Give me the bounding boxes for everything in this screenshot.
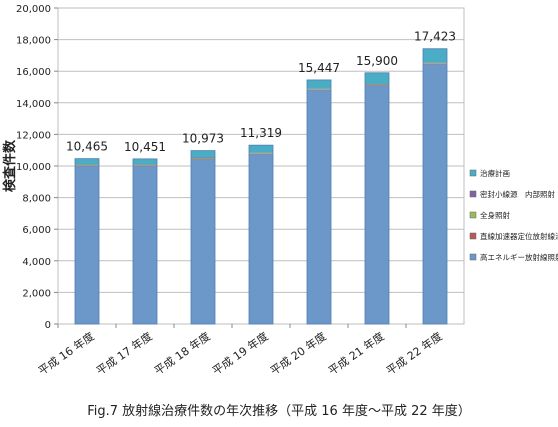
x-tick-label: 平成 17 年度 <box>93 329 154 378</box>
y-tick-label: 14,000 <box>16 99 51 110</box>
y-tick-label: 16,000 <box>16 67 51 78</box>
bar-segment <box>365 72 389 85</box>
y-tick-label: 18,000 <box>16 36 51 47</box>
legend-swatch <box>469 253 477 261</box>
x-tick-label: 平成 21 年度 <box>325 329 386 378</box>
bar-segment <box>191 157 215 159</box>
y-tick-label: 4,000 <box>22 257 51 268</box>
bar-outline <box>190 150 216 325</box>
bar-segment <box>249 153 273 155</box>
bar-total-label: 10,451 <box>124 140 166 154</box>
bar-segment <box>365 84 389 85</box>
bar-segment <box>75 158 99 165</box>
bar-total-label: 15,900 <box>356 54 398 68</box>
x-tick-label: 平成 18 年度 <box>151 329 212 378</box>
bar-segment <box>365 85 389 324</box>
y-tick-label: 6,000 <box>22 225 51 236</box>
bar-segment <box>307 89 331 90</box>
bar-segment <box>191 158 215 324</box>
legend-label: 密封小線源 内部照射 <box>480 189 555 199</box>
legend-label: 治療計画 <box>480 168 510 178</box>
y-tick-label: 0 <box>45 320 51 331</box>
bar-segment <box>249 145 273 153</box>
bar-outline <box>132 158 158 325</box>
x-tick-label: 平成 19 年度 <box>209 329 270 378</box>
bar-segment <box>423 62 447 64</box>
bar-segment <box>249 153 273 154</box>
legend-swatch <box>469 190 477 198</box>
bar-outline <box>306 79 332 325</box>
bar-segment <box>249 154 273 324</box>
y-tick-label: 12,000 <box>16 130 51 141</box>
legend-swatch <box>469 211 477 219</box>
y-tick-label: 2,000 <box>22 288 51 299</box>
legend-label: 高エネルギー放射線照射 <box>480 252 558 262</box>
x-tick-label: 平成 16 年度 <box>35 329 96 378</box>
bar-segment <box>423 63 447 64</box>
y-axis-title: 検査件数 <box>2 139 18 192</box>
bar-segment <box>75 166 99 324</box>
bar-outline <box>74 158 100 325</box>
bar-segment <box>191 157 215 159</box>
bar-segment <box>133 165 157 167</box>
figure-caption: Fig.7 放射線治療件数の年次推移（平成 16 年度～平成 22 年度） <box>87 404 471 419</box>
bar-segment <box>191 150 215 158</box>
bar-segment <box>249 152 273 154</box>
bar-total-label: 15,447 <box>298 61 340 75</box>
bar-total-label: 17,423 <box>414 30 456 44</box>
bar-segment <box>423 48 447 63</box>
bar-segment <box>75 165 99 166</box>
bar-segment <box>191 158 215 160</box>
bar-segment <box>133 164 157 166</box>
bar-total-label: 11,319 <box>240 126 282 140</box>
bar-segment <box>423 63 447 65</box>
bar-segment <box>307 88 331 90</box>
x-tick-label: 平成 22 年度 <box>383 329 444 378</box>
legend-label: 直線加速器定位放射線治療 <box>480 231 558 241</box>
bar-segment <box>133 158 157 165</box>
bar-segment <box>365 84 389 86</box>
y-tick-label: 8,000 <box>22 194 51 205</box>
bar-outline <box>422 48 448 325</box>
bar-total-label: 10,465 <box>66 140 108 154</box>
bar-total-label: 10,973 <box>182 132 224 146</box>
legend-label: 全身照射 <box>480 210 510 220</box>
y-tick-label: 20,000 <box>16 4 51 15</box>
bar-segment <box>133 166 157 324</box>
bar-segment <box>365 85 389 86</box>
bar-outline <box>364 72 390 325</box>
legend-swatch <box>469 169 477 177</box>
bar-segment <box>307 89 331 91</box>
bar-outline <box>248 144 274 325</box>
bar-segment <box>133 165 157 166</box>
bar-segment <box>423 64 447 324</box>
x-tick-label: 平成 20 年度 <box>267 329 328 378</box>
bar-segment <box>75 165 99 167</box>
y-tick-label: 10,000 <box>16 162 51 173</box>
bar-segment <box>75 164 99 166</box>
legend-swatch <box>469 232 477 240</box>
bar-segment <box>307 79 331 89</box>
bar-segment <box>307 90 331 324</box>
